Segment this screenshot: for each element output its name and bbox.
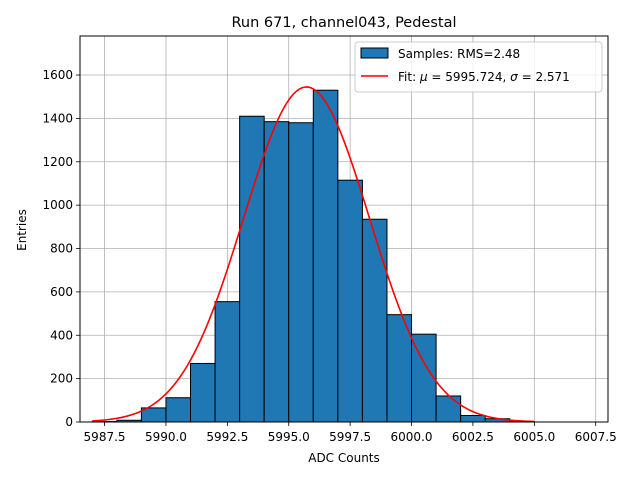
- histogram-bar: [436, 396, 461, 422]
- histogram-bar: [461, 415, 486, 422]
- histogram-bar: [313, 90, 338, 422]
- legend-samples-label: Samples: RMS=2.48: [398, 47, 520, 61]
- y-tick-label: 1200: [42, 155, 73, 169]
- x-tick-label: 6000.0: [391, 430, 433, 444]
- histogram-bar: [289, 123, 314, 422]
- x-tick-label: 5992.5: [206, 430, 248, 444]
- legend-fit-label: Fit: μ = 5995.724, σ = 2.571: [398, 70, 570, 84]
- histogram-bar: [215, 302, 240, 422]
- histogram-bar: [362, 219, 387, 422]
- histogram-bar: [240, 116, 265, 422]
- x-tick-label: 5995.0: [268, 430, 310, 444]
- legend-samples-swatch: [361, 48, 388, 58]
- y-tick-label: 200: [50, 372, 73, 386]
- y-tick-label: 800: [50, 242, 73, 256]
- x-tick-label: 5990.0: [145, 430, 187, 444]
- x-tick-label: 5987.5: [84, 430, 126, 444]
- y-axis-label: Entries: [15, 209, 29, 251]
- y-tick-label: 0: [65, 415, 73, 429]
- chart-title: Run 671, channel043, Pedestal: [231, 15, 456, 31]
- y-tick-label: 1600: [42, 68, 73, 82]
- x-axis-label: ADC Counts: [308, 451, 380, 465]
- histogram-bar: [264, 122, 289, 422]
- y-tick-label: 1400: [42, 111, 73, 125]
- x-tick-label: 6005.0: [513, 430, 555, 444]
- histogram-bar: [166, 398, 191, 422]
- x-tick-label: 5997.5: [329, 430, 371, 444]
- y-tick-label: 400: [50, 328, 73, 342]
- histogram-bar: [338, 180, 363, 422]
- x-tick-label: 6007.5: [575, 430, 617, 444]
- y-tick-label: 600: [50, 285, 73, 299]
- histogram-bar: [191, 363, 216, 422]
- x-tick-label: 6002.5: [452, 430, 494, 444]
- y-tick-label: 1000: [42, 198, 73, 212]
- legend: Samples: RMS=2.48 Fit: μ = 5995.724, σ =…: [355, 42, 602, 92]
